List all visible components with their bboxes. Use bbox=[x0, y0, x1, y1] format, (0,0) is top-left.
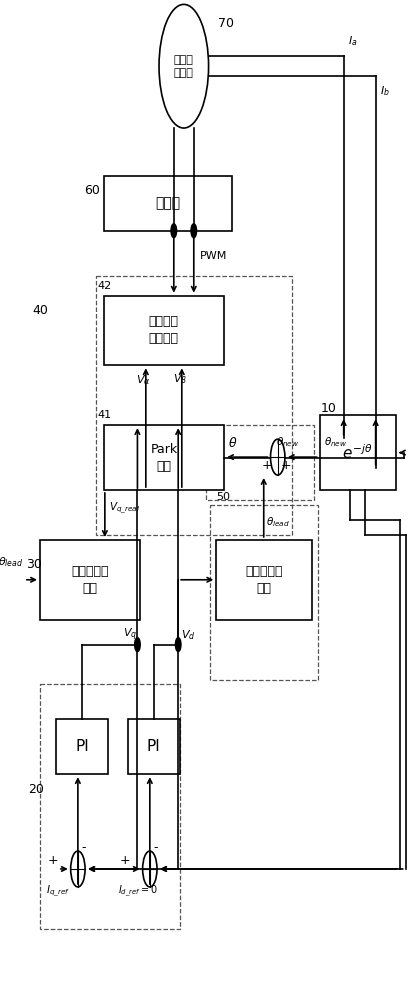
Text: 10: 10 bbox=[321, 402, 337, 415]
Text: $e^{-j\theta}$: $e^{-j\theta}$ bbox=[342, 443, 373, 462]
Text: 50: 50 bbox=[216, 492, 230, 502]
Text: $\theta_{new}$: $\theta_{new}$ bbox=[276, 435, 299, 449]
Text: $I_a$: $I_a$ bbox=[348, 34, 357, 48]
Bar bbox=[40, 540, 140, 620]
Text: 70: 70 bbox=[218, 17, 234, 30]
Circle shape bbox=[135, 638, 140, 652]
Bar bbox=[216, 540, 311, 620]
Bar bbox=[56, 719, 108, 774]
Circle shape bbox=[143, 851, 157, 887]
Text: 60: 60 bbox=[84, 184, 100, 197]
Circle shape bbox=[176, 638, 181, 652]
Text: 空间矢量
脉宽调制: 空间矢量 脉宽调制 bbox=[149, 315, 179, 345]
Circle shape bbox=[159, 4, 208, 128]
Text: $I_b$: $I_b$ bbox=[379, 84, 389, 98]
Text: Park
变换: Park 变换 bbox=[150, 443, 177, 473]
Text: 永磁同
步电机: 永磁同 步电机 bbox=[174, 55, 194, 78]
Text: $V_{\beta}$: $V_{\beta}$ bbox=[173, 372, 187, 389]
Bar bbox=[104, 425, 224, 490]
Text: PWM: PWM bbox=[200, 251, 227, 261]
Text: $\theta_{lead}$: $\theta_{lead}$ bbox=[266, 515, 290, 529]
Bar bbox=[104, 296, 224, 365]
Text: 40: 40 bbox=[32, 304, 48, 317]
Bar bbox=[104, 176, 232, 231]
Text: $\theta_{lead}$: $\theta_{lead}$ bbox=[0, 555, 23, 569]
Text: 41: 41 bbox=[98, 410, 112, 420]
Text: $V_{q\_real}$: $V_{q\_real}$ bbox=[109, 500, 140, 516]
Text: +: + bbox=[262, 459, 272, 472]
Text: +: + bbox=[120, 854, 131, 867]
Text: $V_d$: $V_d$ bbox=[181, 628, 196, 642]
Bar bbox=[210, 505, 318, 680]
Text: PI: PI bbox=[147, 739, 161, 754]
Text: PI: PI bbox=[75, 739, 89, 754]
Text: $\theta$: $\theta$ bbox=[228, 436, 237, 450]
Text: -: - bbox=[153, 841, 158, 854]
Circle shape bbox=[191, 224, 196, 238]
Bar bbox=[96, 276, 292, 535]
Text: 42: 42 bbox=[98, 281, 112, 291]
Text: $I_{d\_ref}=0$: $I_{d\_ref}=0$ bbox=[118, 883, 158, 899]
Text: $V_q$: $V_q$ bbox=[123, 626, 138, 643]
Text: 超前角计算
单元: 超前角计算 单元 bbox=[245, 565, 282, 595]
Text: 转矩表查找
模块: 转矩表查找 模块 bbox=[71, 565, 108, 595]
Text: $I_{q\_ref}$: $I_{q\_ref}$ bbox=[46, 883, 70, 899]
Bar bbox=[40, 684, 180, 929]
Bar bbox=[320, 415, 396, 490]
Text: +: + bbox=[281, 459, 291, 472]
Text: 30: 30 bbox=[26, 558, 42, 571]
Text: $V_{\alpha}$: $V_{\alpha}$ bbox=[136, 373, 151, 387]
Circle shape bbox=[271, 439, 285, 475]
Circle shape bbox=[71, 851, 85, 887]
Circle shape bbox=[171, 224, 177, 238]
Text: 20: 20 bbox=[28, 783, 44, 796]
Bar bbox=[206, 425, 314, 500]
Text: $\theta_{new}$: $\theta_{new}$ bbox=[324, 435, 347, 449]
Text: 逆变器: 逆变器 bbox=[155, 196, 181, 210]
Text: +: + bbox=[48, 854, 58, 867]
Bar bbox=[128, 719, 180, 774]
Text: -: - bbox=[81, 841, 85, 854]
